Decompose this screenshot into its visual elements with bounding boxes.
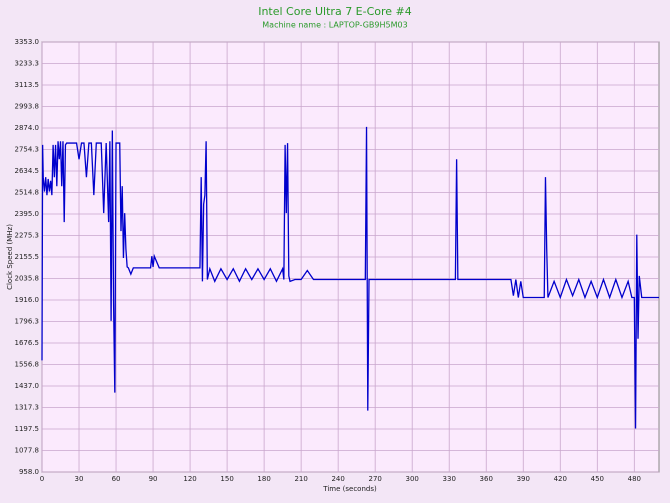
y-tick-label: 2035.8: [15, 275, 40, 283]
y-tick-label: 1077.8: [15, 447, 40, 455]
x-tick-label: 90: [149, 475, 158, 483]
y-tick-label: 3113.5: [15, 81, 40, 89]
y-tick-label: 2754.3: [15, 146, 40, 154]
x-tick-label: 420: [554, 475, 567, 483]
x-tick-label: 330: [443, 475, 456, 483]
x-tick-label: 180: [257, 475, 270, 483]
y-tick-label: 1197.5: [15, 425, 40, 433]
y-tick-label: 1916.0: [15, 296, 40, 304]
y-tick-label: 2993.8: [15, 103, 40, 111]
x-tick-label: 360: [480, 475, 493, 483]
x-axis-label: Time (seconds): [322, 485, 377, 493]
x-tick-label: 300: [406, 475, 419, 483]
y-tick-label: 3233.3: [15, 60, 40, 68]
y-tick-label: 1676.5: [15, 339, 40, 347]
chart-title: Intel Core Ultra 7 E-Core #4: [258, 5, 412, 18]
x-tick-label: 270: [368, 475, 381, 483]
x-tick-label: 210: [294, 475, 307, 483]
y-tick-label: 2155.5: [15, 253, 40, 261]
y-tick-label: 1317.3: [15, 404, 40, 412]
y-tick-label: 1796.3: [15, 318, 40, 326]
y-tick-label: 1556.8: [15, 361, 40, 369]
chart-subtitle: Machine name : LAPTOP-GB9H5M03: [262, 21, 407, 30]
x-tick-label: 120: [183, 475, 196, 483]
y-tick-label: 958.0: [19, 468, 39, 476]
data-line: [41, 126, 659, 429]
x-tick-label: 240: [331, 475, 344, 483]
y-tick-label: 2874.0: [15, 124, 40, 132]
y-tick-label: 2514.8: [15, 189, 40, 197]
x-tick-label: 0: [40, 475, 44, 483]
y-tick-label: 3353.0: [15, 38, 40, 46]
x-tick-label: 30: [75, 475, 84, 483]
x-tick-label: 390: [517, 475, 530, 483]
x-tick-label: 450: [591, 475, 604, 483]
x-tick-label: 480: [628, 475, 641, 483]
y-tick-label: 2275.3: [15, 232, 40, 240]
y-tick-label: 2634.5: [15, 167, 40, 175]
x-tick-label: 60: [112, 475, 121, 483]
y-tick-label: 1437.0: [15, 382, 40, 390]
y-axis-label: Clock Speed (MHz): [6, 224, 14, 290]
x-tick-label: 150: [220, 475, 233, 483]
y-tick-label: 2395.0: [15, 210, 40, 218]
